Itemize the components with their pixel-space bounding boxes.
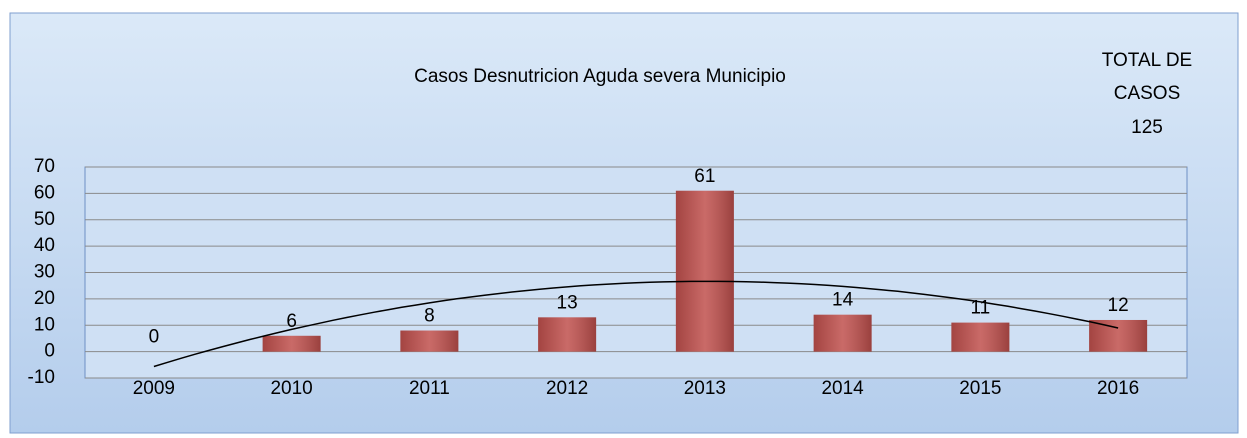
y-tick-label: 10: [34, 314, 55, 335]
y-tick-label: 30: [34, 262, 55, 283]
annotation: 125: [1131, 117, 1163, 138]
trendline: [153, 280, 1119, 368]
annotation: TOTAL DE: [1102, 50, 1192, 71]
y-tick-label: 40: [34, 235, 55, 256]
data-label: 14: [832, 290, 854, 311]
x-tick-label: 2012: [546, 378, 588, 399]
bar-shade: [1089, 319, 1148, 352]
x-tick-label: 2015: [959, 378, 1001, 399]
y-tick-label: 50: [34, 209, 55, 230]
x-tick-label: 2009: [133, 378, 175, 399]
y-tick-label: 20: [34, 288, 55, 309]
data-label: 12: [1108, 295, 1129, 316]
bar-shade: [538, 317, 597, 352]
bar-shade: [400, 330, 459, 352]
annotation: CASOS: [1114, 83, 1181, 104]
x-tick-label: 2016: [1097, 378, 1139, 399]
bar-shade: [262, 335, 321, 352]
data-label: 0: [149, 327, 160, 348]
x-tick-label: 2011: [409, 378, 450, 399]
bar-shade: [813, 314, 872, 352]
bar-shade: [675, 190, 734, 352]
x-tick-label: 2010: [270, 378, 312, 399]
data-label: 61: [694, 166, 715, 187]
y-tick-label: 70: [34, 156, 55, 177]
data-label: 8: [424, 306, 435, 327]
x-tick-label: 2014: [821, 378, 864, 399]
x-tick-label: 2013: [684, 378, 726, 399]
bar-shade: [951, 322, 1010, 352]
y-tick-label: 60: [34, 182, 55, 203]
y-tick-label: -10: [28, 367, 55, 388]
data-label: 6: [286, 311, 297, 332]
y-tick-label: 0: [44, 341, 55, 362]
chart-title: Casos Desnutricion Aguda severa Municipi…: [414, 66, 786, 87]
data-label: 13: [557, 292, 578, 313]
